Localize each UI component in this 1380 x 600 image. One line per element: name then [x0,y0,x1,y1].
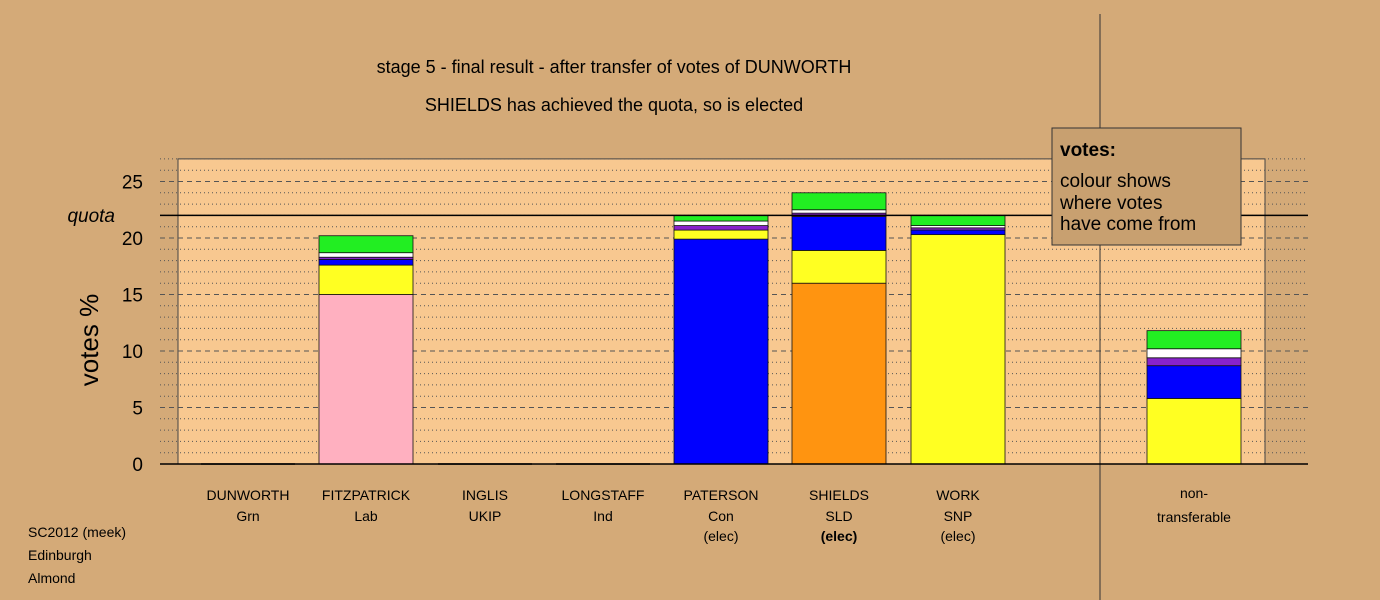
bar-work-segment [910,234,1006,465]
y-tick-label: 10 [122,342,143,363]
candidate-status: (elec) [703,528,738,544]
bar-shields-segment [791,216,887,251]
candidate-name: LONGSTAFF [562,487,645,503]
quota-label: quota [67,206,115,227]
footer-line: Edinburgh [28,547,92,563]
bar-nontransferable-segment [1146,357,1242,367]
bar-fitzpatrick-segment [318,264,414,295]
y-tick-label: 5 [132,399,143,420]
y-tick-label: 25 [122,173,143,194]
nontransferable-label: non- [1180,485,1208,501]
bar-fitzpatrick-segment [318,294,414,465]
candidate-status: (elec) [821,528,858,544]
bar-nontransferable-segment [1146,398,1242,465]
candidate-party: SNP [944,508,973,524]
bar-paterson-segment [673,229,769,240]
bar-shields-segment [791,250,887,284]
legend-line: have come from [1060,214,1196,235]
y-tick-label: 15 [122,286,143,307]
candidate-name: SHIELDS [809,487,869,503]
candidate-name: WORK [936,487,980,503]
bar-fitzpatrick-segment [318,259,414,266]
legend-box [1051,127,1242,246]
candidate-party: SLD [825,508,852,524]
candidate-party: Ind [593,508,612,524]
bar-work-segment [910,229,1006,236]
bar-shields-segment [791,282,887,465]
y-axis-label: votes % [74,294,104,387]
legend: votes: colour shows where votes have com… [1051,127,1242,246]
bar-shields-segment [791,192,887,211]
bar-paterson-segment [673,220,769,226]
bar-paterson-segment [673,225,769,231]
candidate-party: Con [708,508,734,524]
footer: SC2012 (meek) Edinburgh Almond [28,524,126,586]
bar-nontransferable-segment [1146,365,1242,399]
bar-fitzpatrick-segment [318,235,414,254]
candidate-party: UKIP [469,508,502,524]
bar-nontransferable-segment [1146,330,1242,350]
candidate-status: (elec) [940,528,975,544]
y-tick-label: 20 [122,229,143,250]
nontransferable-label: transferable [1157,509,1231,525]
y-tick-label: 0 [132,455,143,476]
candidate-party: Lab [354,508,378,524]
chart-subtitle: SHIELDS has achieved the quota, so is el… [425,95,803,115]
candidate-name: PATERSON [684,487,759,503]
bar-paterson-segment [673,214,769,222]
bar-work-segment [910,214,1006,226]
footer-line: Almond [28,570,75,586]
legend-title: votes: [1060,140,1116,161]
bar-paterson-segment [673,238,769,465]
legend-line: where votes [1059,193,1162,214]
candidate-party: Grn [236,508,259,524]
candidate-name: FITZPATRICK [322,487,411,503]
chart-title: stage 5 - final result - after transfer … [377,57,852,77]
bar-fitzpatrick-segment [318,252,414,258]
footer-line: SC2012 (meek) [28,524,126,540]
bar-shields-segment [791,209,887,214]
bar-nontransferable-segment [1146,348,1242,359]
legend-line: colour shows [1060,171,1171,192]
candidate-name: INGLIS [462,487,508,503]
candidate-name: DUNWORTH [207,487,290,503]
